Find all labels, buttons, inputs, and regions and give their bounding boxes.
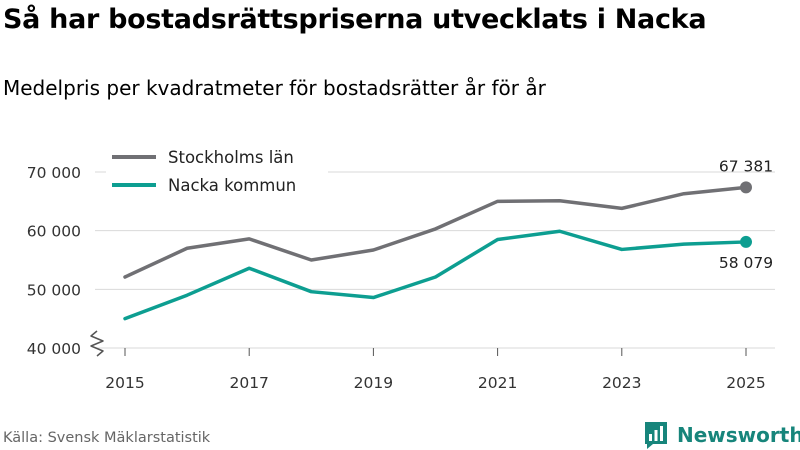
legend-label: Nacka kommun — [168, 176, 296, 195]
chart-title: Så har bostadsrättspriserna utvecklats i… — [3, 4, 707, 35]
series-line — [123, 229, 748, 321]
y-tick-label: 50 000 — [27, 281, 81, 299]
series-line — [123, 185, 748, 279]
y-tick-label: 60 000 — [27, 223, 81, 241]
axis-break-icon — [90, 330, 104, 357]
brand-logo: Newsworthy — [643, 420, 800, 450]
newsworthy-logo-icon — [645, 422, 667, 449]
x-tick-label: 2017 — [229, 374, 268, 392]
brand-name: Newsworthy — [677, 423, 800, 447]
y-tick-label: 70 000 — [27, 164, 81, 182]
series-end-label: 58 079 — [719, 254, 773, 272]
series-end-point — [740, 181, 752, 194]
legend-background — [106, 142, 328, 200]
chart-subtitle: Medelpris per kvadratmeter för bostadsrä… — [3, 76, 546, 100]
y-tick-label: 40 000 — [27, 340, 81, 358]
x-tick-label: 2019 — [354, 374, 393, 392]
x-tick-label: 2021 — [478, 374, 517, 392]
legend-label: Stockholms län — [168, 148, 294, 167]
x-tick-label: 2023 — [602, 374, 641, 392]
series-end-label: 67 381 — [719, 157, 773, 175]
series-end-point — [740, 235, 752, 248]
source-note: Källa: Svensk Mäklarstatistik — [3, 430, 211, 446]
x-tick-label: 2015 — [105, 374, 144, 392]
x-tick-label: 2025 — [726, 374, 765, 392]
